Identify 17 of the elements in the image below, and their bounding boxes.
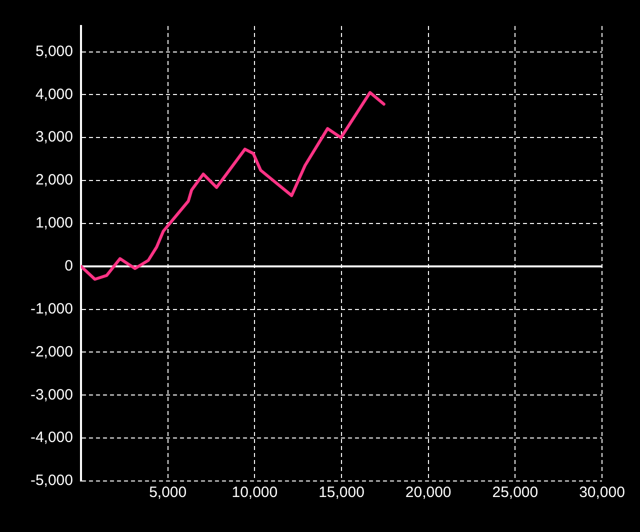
x-tick-label: 20,000 [405, 484, 452, 502]
y-tick-label: -2,000 [30, 343, 73, 360]
y-tick-label: 0 [64, 258, 73, 275]
y-tick-label: 1,000 [35, 214, 73, 232]
y-tick-label: 5,000 [35, 42, 73, 60]
y-tick-label: 4,000 [35, 86, 73, 103]
x-tick-label: 10,000 [232, 484, 278, 502]
x-tick-label: 15,000 [318, 484, 364, 502]
x-tick-label: 25,000 [492, 484, 538, 502]
y-tick-label: -3,000 [30, 386, 73, 404]
y-tick-label: 2,000 [35, 172, 73, 189]
x-tick-label: 30,000 [579, 484, 625, 502]
y-tick-label: 3,000 [35, 128, 73, 146]
y-tick-label: -4,000 [30, 429, 73, 446]
x-tick-label: 5,000 [149, 484, 187, 502]
y-tick-label: -1,000 [30, 300, 73, 318]
y-tick-label: -5,000 [30, 472, 73, 490]
